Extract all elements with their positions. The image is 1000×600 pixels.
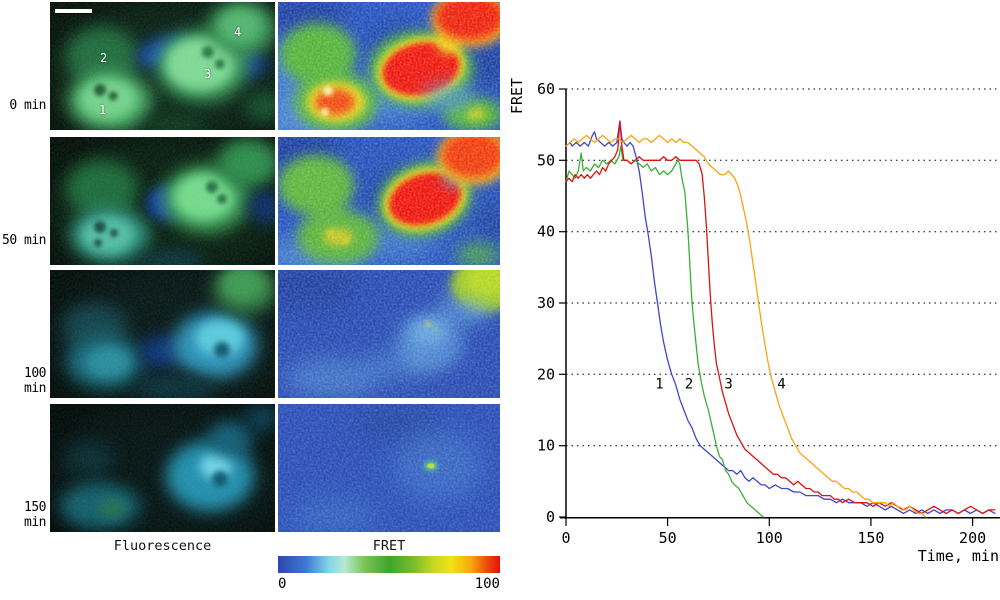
x-tick-label-150: 150 [857, 529, 884, 547]
fret-image-50min [278, 137, 500, 265]
fret-panel-150min [278, 404, 500, 532]
y-tick-label-60: 60 [537, 80, 555, 98]
cell-marker-2: 2 [100, 51, 108, 65]
cell-marker-3: 3 [204, 67, 212, 81]
fret-panel-0min [278, 2, 500, 130]
time-label-0min: 0 min [9, 98, 46, 113]
series-label-4: 4 [777, 377, 785, 393]
fret-image-150min [278, 404, 500, 532]
series-label-1: 1 [655, 377, 663, 393]
scale-bar [55, 9, 92, 13]
x-tick-label-50: 50 [659, 529, 677, 547]
time-label-150min: 150 min [24, 500, 46, 530]
series-label-2: 2 [685, 377, 693, 393]
fluorescence-panel-50min [50, 137, 275, 265]
caption-fluorescence: Fluorescence [113, 538, 212, 554]
time-label-100min: 100 min [24, 366, 46, 396]
cell-marker-4: 4 [234, 25, 242, 39]
y-tick-label-50: 50 [537, 151, 555, 169]
caption-fret: FRET [372, 538, 406, 554]
fluorescence-panel-150min [50, 404, 275, 532]
series-curve-3 [565, 120, 996, 515]
x-tick-label-100: 100 [756, 529, 783, 547]
y-tick-label-10: 10 [537, 437, 555, 455]
series-curve-2 [565, 145, 764, 518]
fret-panel-50min [278, 137, 500, 265]
x-tick-label-0: 0 [561, 529, 570, 547]
y-axis-title: FRET [510, 78, 526, 114]
series-label-3: 3 [724, 377, 732, 393]
y-tick-label-20: 20 [537, 365, 555, 383]
fluorescence-image-100min [50, 270, 275, 398]
fret-image-100min [278, 270, 500, 398]
fluorescence-panel-0min: 1 2 3 4 [50, 2, 275, 130]
x-axis-title: Time, min [918, 547, 999, 565]
cell-marker-1: 1 [99, 103, 107, 117]
fluorescence-image-0min [50, 2, 275, 130]
fret-time-chart: 0 10 20 30 40 50 60 0 50 100 150 200 Time, min FRET 1 2… [508, 0, 1000, 600]
y-tick-label-40: 40 [537, 223, 555, 241]
colorbar-min-label: 0 [278, 576, 287, 592]
fluorescence-image-150min [50, 404, 275, 532]
y-tick-label-0: 0 [546, 508, 555, 526]
y-tick-label-30: 30 [537, 294, 555, 312]
series-curve-1 [565, 120, 996, 515]
x-tick-label-200: 200 [959, 529, 986, 547]
fret-panel-100min [278, 270, 500, 398]
fluorescence-image-50min [50, 137, 275, 265]
fret-colorbar [278, 556, 500, 573]
fluorescence-panel-100min [50, 270, 275, 398]
fret-image-0min [278, 2, 500, 130]
series-curve-4 [565, 134, 927, 518]
colorbar-max-label: 100 [474, 576, 500, 592]
time-label-50min: 50 min [2, 233, 46, 248]
